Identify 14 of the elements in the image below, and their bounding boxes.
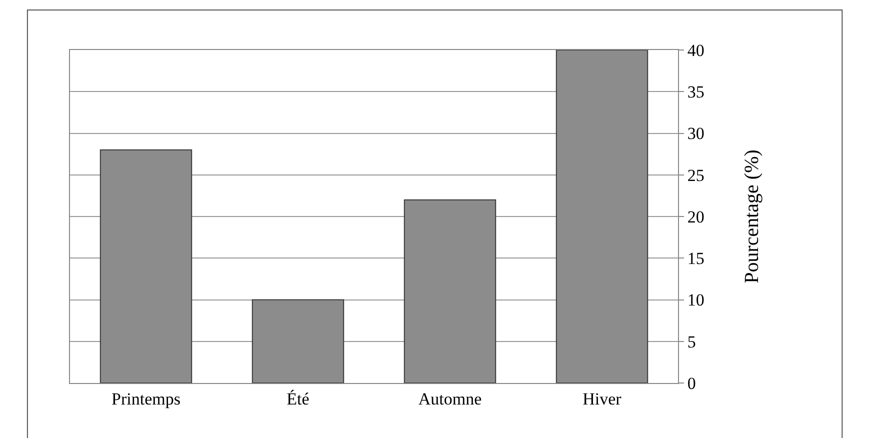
y-tick-label: 35 — [687, 82, 704, 102]
x-tick-label: Été — [286, 389, 310, 408]
y-tick-label: 40 — [687, 40, 704, 60]
y-axis-title: Pourcentage (%) — [740, 150, 763, 284]
y-tick-label: 30 — [687, 124, 704, 144]
y-tick-label: 5 — [687, 332, 696, 352]
x-tick-label: Automne — [418, 389, 482, 408]
x-tick-label: Hiver — [582, 389, 622, 408]
y-tick-label: 15 — [687, 249, 704, 268]
y-tick-label: 10 — [687, 290, 704, 310]
y-tick-label: 20 — [687, 207, 704, 226]
y-tick-label: 0 — [687, 374, 696, 393]
x-tick-label: Printemps — [112, 389, 180, 408]
y-tick-label: 25 — [687, 166, 704, 185]
